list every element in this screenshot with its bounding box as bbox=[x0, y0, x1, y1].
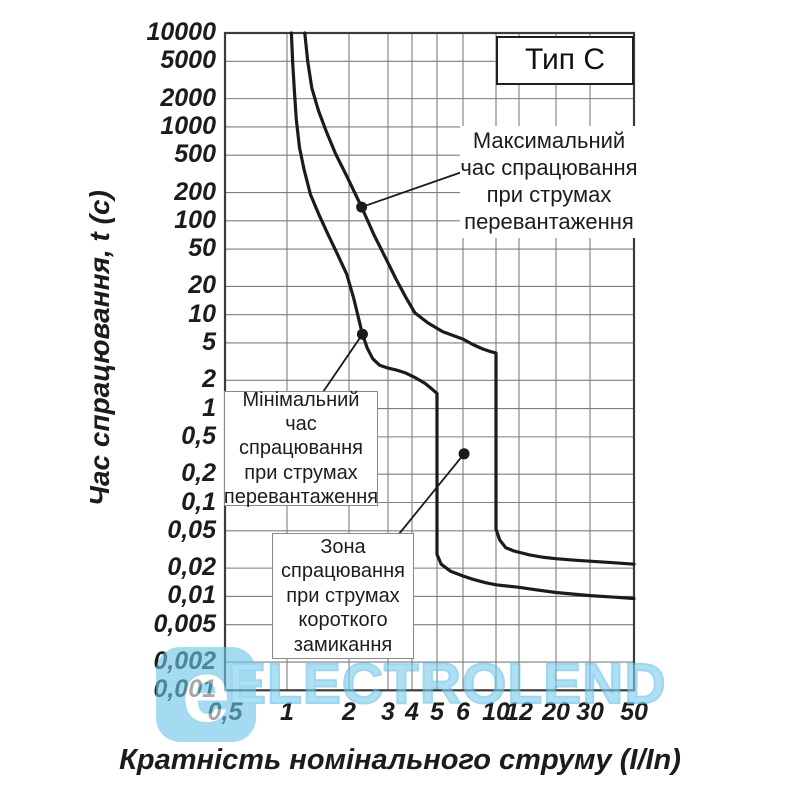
annotation-line: спрацювання bbox=[281, 560, 405, 583]
annotation-dot bbox=[458, 448, 470, 460]
annotation-line: короткого bbox=[298, 609, 388, 632]
annotation-line: при струмах bbox=[244, 461, 358, 484]
annotation-line: Мінімальний bbox=[242, 388, 360, 411]
annotation-line: час спрацювання bbox=[239, 412, 363, 460]
plot-border bbox=[223, 31, 636, 692]
annotation-dot bbox=[356, 201, 368, 213]
annotation-max-trip-time: Максимальний час спрацювання при струмах… bbox=[460, 126, 638, 238]
annotation-line: перевантаження bbox=[464, 208, 634, 234]
min-trip-time-curve bbox=[289, 31, 636, 601]
annotation-min-trip-time: Мінімальний час спрацювання при струмах … bbox=[223, 388, 379, 509]
annotation-line: Максимальний bbox=[472, 128, 626, 154]
y-axis-title: Час спрацювання, t (с) bbox=[84, 190, 115, 506]
annotation-line: при струмах bbox=[486, 182, 612, 207]
annotation-dot bbox=[356, 328, 368, 340]
annotation-line: при струмах bbox=[286, 584, 400, 607]
annotation-pointer-line bbox=[398, 453, 465, 535]
max-trip-time-curve bbox=[303, 31, 636, 566]
x-axis-title: Кратність номінального струму (I/In) bbox=[119, 744, 681, 776]
annotation-line: замикання bbox=[293, 633, 393, 656]
type-label-box: Тип С bbox=[496, 36, 634, 85]
annotation-line: Зона bbox=[320, 536, 366, 559]
annotation-line: перевантаження bbox=[223, 486, 379, 509]
annotation-line: час спрацювання bbox=[460, 155, 638, 181]
annotation-pointer-line bbox=[361, 171, 463, 208]
annotation-short-circuit-zone: Зона спрацювання при струмах короткого з… bbox=[272, 533, 414, 659]
annotation-pointer-line bbox=[322, 333, 364, 393]
type-label: Тип С bbox=[524, 43, 605, 77]
